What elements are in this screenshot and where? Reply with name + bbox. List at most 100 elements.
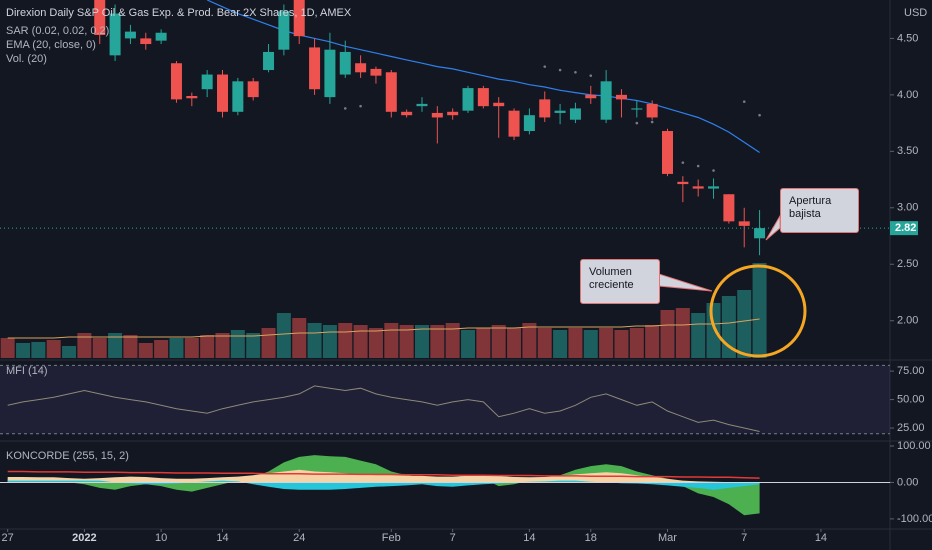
candle-body — [493, 102, 505, 107]
last-price-label: 2.82 — [895, 222, 916, 234]
volume-bar — [138, 343, 153, 358]
indicator-label: SAR (0.02, 0.02, 0.2) — [6, 25, 109, 37]
volume-bar — [614, 330, 629, 358]
candle-body — [615, 94, 627, 100]
candle-body — [140, 38, 152, 45]
candle-body — [600, 81, 612, 120]
volume-bar — [629, 328, 644, 358]
candle-body — [631, 108, 643, 110]
volume-bar — [200, 335, 215, 358]
candle-body — [754, 228, 766, 239]
volume-bar — [691, 313, 706, 358]
volume-bar — [307, 323, 322, 358]
candle-body — [646, 103, 658, 118]
candle-body — [109, 13, 121, 56]
sar-dot — [712, 169, 715, 172]
indicator-label: Vol. (20) — [6, 53, 47, 65]
candle-body — [723, 194, 735, 222]
volume-bar — [660, 310, 675, 358]
volume-bar — [537, 328, 552, 358]
highlight-circle — [709, 264, 807, 358]
sar-dot — [558, 68, 562, 72]
candle-body — [738, 221, 750, 226]
y-tick-label: 50.00 — [897, 393, 925, 405]
volume-bar — [491, 325, 506, 358]
annotation: Apertura bajista — [780, 188, 859, 233]
candle-body — [293, 0, 305, 37]
volume-bar — [154, 340, 169, 358]
volume-bar — [399, 325, 414, 358]
candle-body — [201, 74, 213, 90]
x-tick-label: 14 — [216, 532, 228, 544]
volume-bar — [31, 342, 46, 358]
volume-bar — [706, 303, 721, 358]
sar-dot — [574, 70, 577, 74]
volume-bar — [169, 338, 184, 358]
candle-body — [447, 111, 459, 116]
candle-body — [462, 88, 474, 111]
candle-body — [232, 81, 244, 112]
mfi-line — [7, 385, 760, 432]
last-price-box — [890, 221, 918, 236]
candle-body — [217, 74, 228, 112]
pane-title: KONCORDE (255, 15, 2) — [6, 450, 129, 462]
sar-dot — [359, 104, 362, 108]
volume-bar — [461, 330, 476, 358]
symbol-title: Direxion Daily S&P Oil & Gas Exp. & Prod… — [6, 7, 352, 19]
volume-bar — [599, 328, 614, 358]
koncorde-line — [7, 470, 760, 479]
currency: USD — [904, 7, 927, 19]
y-tick-label: 3.50 — [897, 145, 918, 157]
volume-bar — [583, 330, 598, 358]
sar-dot — [543, 65, 547, 68]
sar-dot — [635, 121, 639, 125]
y-tick-label: 3.00 — [897, 202, 918, 214]
volume-bar — [77, 333, 92, 358]
candle-body — [155, 32, 167, 41]
koncorde-area — [7, 480, 760, 490]
candle-body — [662, 131, 673, 174]
candle-body — [401, 111, 413, 116]
candle-body — [278, 11, 290, 50]
candle-body — [431, 112, 443, 118]
volume-ma — [7, 318, 760, 339]
sar-dot — [696, 164, 700, 168]
x-tick-label: 24 — [293, 532, 305, 544]
y-tick-label: 25.00 — [897, 422, 925, 434]
koncorde-pane — [0, 455, 890, 516]
volume-bar — [215, 333, 230, 358]
koncorde-area — [7, 455, 760, 516]
sar-dot — [742, 100, 746, 103]
sar-dot — [650, 120, 654, 124]
volume-bar — [92, 338, 107, 358]
volume-bar — [338, 323, 353, 358]
volume-bar — [230, 330, 245, 358]
candle-body — [508, 110, 520, 137]
sar-dot — [681, 161, 685, 164]
x-tick-label: Feb — [382, 532, 401, 544]
koncorde-area — [7, 469, 760, 483]
pane-title: MFI (14) — [6, 365, 48, 377]
candle-body — [355, 63, 367, 73]
sar-dot — [758, 113, 761, 117]
x-tick-label: 27 — [2, 532, 14, 544]
candle-body — [692, 186, 704, 189]
candle-body — [94, 0, 106, 36]
volume-bar — [430, 325, 445, 358]
candle-body — [186, 95, 198, 99]
volume-bar — [322, 325, 337, 358]
x-tick-label: 10 — [155, 532, 167, 544]
candle-body — [677, 181, 689, 185]
y-tick-label: 4.00 — [897, 89, 918, 101]
x-tick-label: 18 — [585, 532, 597, 544]
volume-bar — [522, 323, 537, 358]
candle-body — [370, 68, 382, 76]
indicator-label: EMA (20, close, 0) — [6, 39, 96, 51]
volume-bar — [414, 325, 429, 358]
candle-body — [309, 47, 321, 90]
volume-bar — [46, 340, 61, 358]
volume-bar — [292, 318, 307, 358]
volume-bar — [261, 328, 276, 358]
